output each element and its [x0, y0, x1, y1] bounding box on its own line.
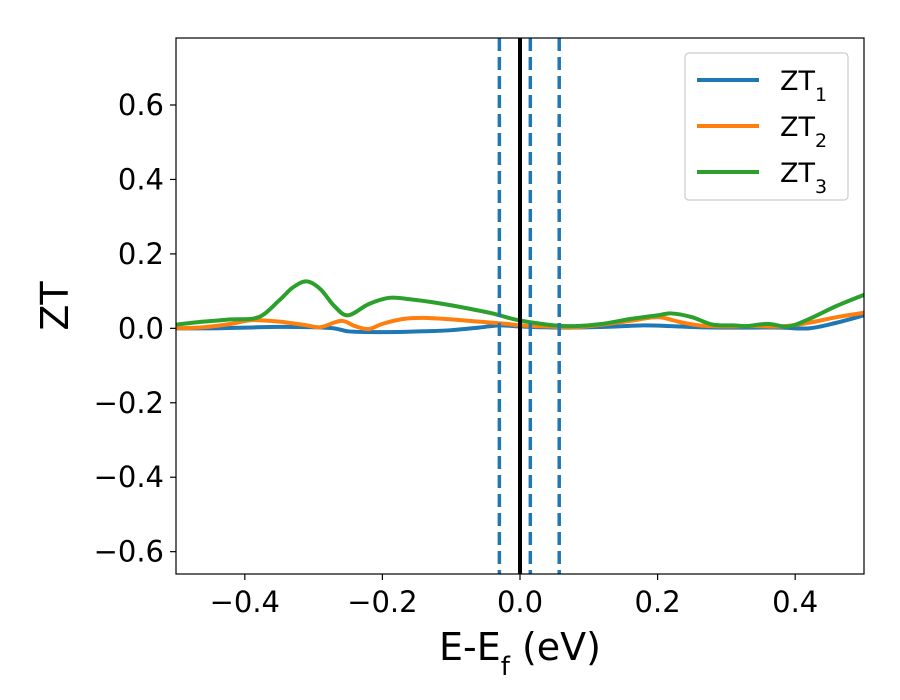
x-tick-label: 0.4 [772, 585, 818, 619]
series-line-3 [176, 279, 864, 329]
y-tick-label: 0.4 [118, 162, 164, 196]
y-tick-label: −0.6 [94, 535, 164, 569]
legend-label-1: ZT1 [780, 66, 827, 106]
legend-box [684, 52, 849, 201]
y-tick-label: −0.4 [94, 460, 164, 494]
legend: ZT1 ZT2 ZT3 [684, 52, 849, 201]
x-tick-label: 0.0 [497, 585, 543, 619]
legend-label-3: ZT3 [780, 158, 827, 198]
y-tick-label: −0.2 [94, 386, 164, 420]
x-tick-label: −0.2 [347, 585, 417, 619]
plot-area [176, 38, 864, 574]
y-tick-label: 0.6 [118, 88, 164, 122]
x-tick-label: 0.2 [635, 585, 681, 619]
axis-titles: E-Ef (eV) ZT [33, 281, 601, 682]
y-tick-label: 0.0 [118, 311, 164, 345]
legend-label-2: ZT2 [780, 112, 827, 152]
y-tick-label: 0.2 [118, 237, 164, 271]
axes: −0.4 −0.2 0.0 0.2 0.4 −0.6 −0.4 −0.2 0.0 0.2 0.4 0.… [94, 37, 865, 619]
y-axis-title: ZT [33, 281, 77, 331]
x-tick-label: −0.4 [210, 585, 280, 619]
x-axis-title: E-Ef (eV) [439, 625, 601, 682]
